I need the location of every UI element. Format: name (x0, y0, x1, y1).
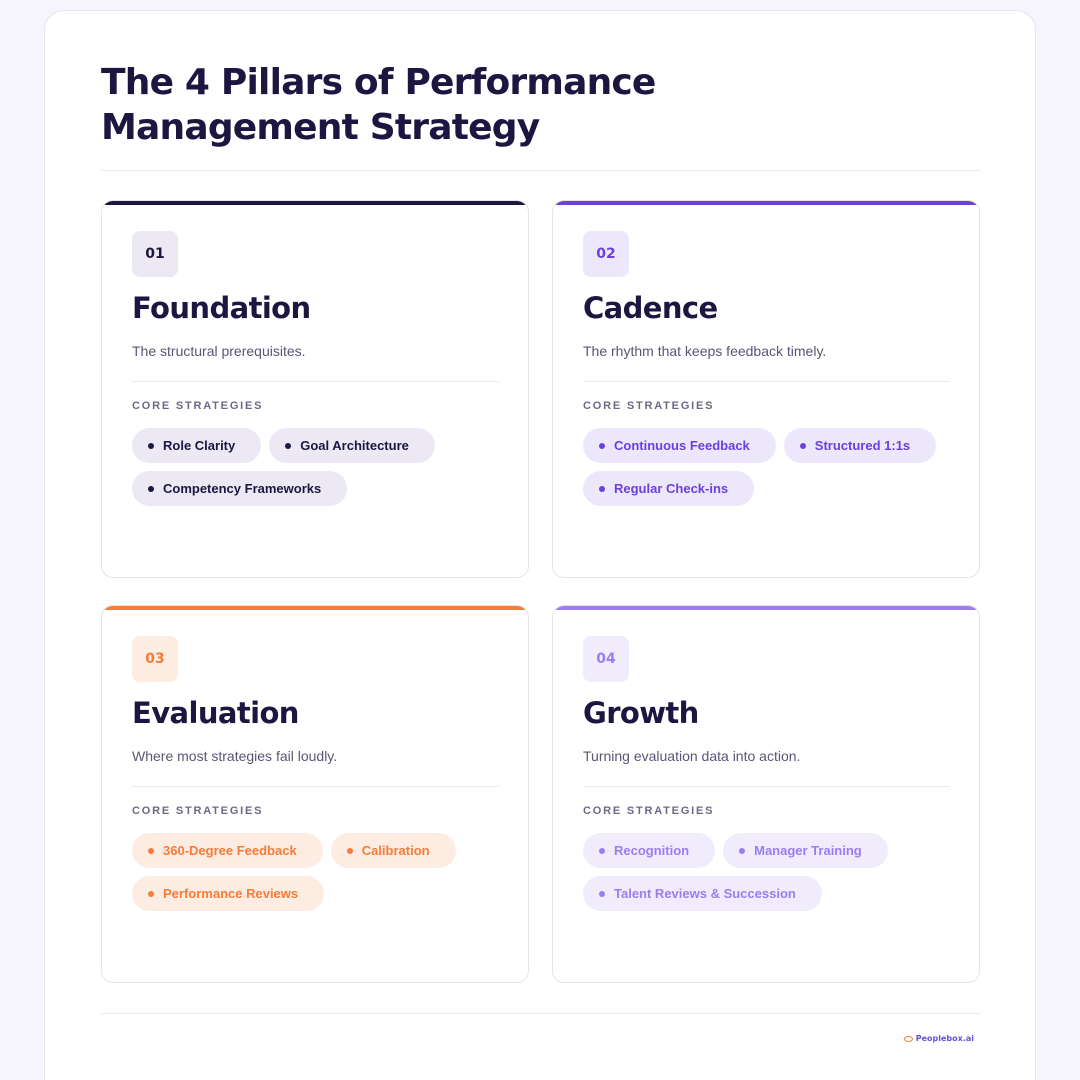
bullet-dot-icon (599, 890, 605, 897)
strategy-chip-label: Performance Reviews (163, 886, 299, 901)
pillar-divider (583, 381, 950, 382)
strategy-chip: Structured 1:1s (783, 428, 937, 463)
eye-logo-icon (903, 1035, 913, 1042)
strategy-chip-label: Role Clarity (163, 438, 236, 453)
strategy-chip: Competency Frameworks (132, 471, 348, 506)
strategy-chip: Role Clarity (132, 428, 262, 463)
core-strategies-label: CORE STRATEGIES (583, 400, 715, 412)
strategy-chip-list: 360-Degree Feedback Calibration Performanc… (132, 833, 512, 911)
strategy-chip: Regular Check-ins (583, 471, 755, 506)
strategy-chip-label: Calibration (361, 843, 430, 858)
pillar-description: The structural prerequisites. (132, 343, 306, 359)
strategy-chip-label: 360-Degree Feedback (163, 843, 297, 858)
strategy-chip-label: Regular Check-ins (614, 481, 729, 496)
pillar-accent-bar (102, 201, 528, 205)
strategy-chip-label: Talent Reviews & Succession (614, 886, 796, 901)
brand-name: Peoplebox.ai (915, 1034, 974, 1043)
pillar-card-cadence: 02 Cadence The rhythm that keeps feedback … (552, 200, 980, 578)
strategy-chip: Talent Reviews & Succession (583, 876, 822, 911)
strategy-chip: Performance Reviews (132, 876, 325, 911)
footer-divider (101, 1013, 980, 1014)
page-title-line-2: Management Strategy (101, 107, 540, 148)
pillar-divider (583, 786, 950, 787)
pillar-number-badge: 01 (132, 231, 178, 277)
pillar-number-badge: 04 (583, 636, 629, 682)
bullet-dot-icon (148, 485, 154, 492)
pillar-description: Where most strategies fail loudly. (132, 748, 338, 764)
bullet-dot-icon (148, 442, 154, 449)
pillar-description: The rhythm that keeps feedback timely. (583, 343, 827, 359)
strategy-chip: 360-Degree Feedback (132, 833, 323, 868)
pillar-accent-bar (553, 201, 979, 205)
pillar-divider (132, 381, 499, 382)
core-strategies-label: CORE STRATEGIES (132, 400, 264, 412)
pillar-title: Cadence (583, 291, 718, 325)
pillar-card-evaluation: 03 Evaluation Where most strategies fail l… (101, 605, 529, 983)
strategy-chip: Calibration (330, 833, 456, 868)
core-strategies-label: CORE STRATEGIES (132, 805, 264, 817)
bullet-dot-icon (346, 847, 353, 854)
core-strategies-label: CORE STRATEGIES (583, 805, 715, 817)
pillar-title: Foundation (132, 291, 311, 325)
strategy-chip: Recognition (583, 833, 716, 868)
pillar-title: Growth (583, 696, 699, 730)
pillar-accent-bar (553, 606, 979, 610)
page-title: The 4 Pillars of Performance Management … (101, 60, 741, 150)
strategy-chip-label: Manager Training (754, 843, 862, 858)
strategy-chip: Continuous Feedback (583, 428, 776, 463)
pillar-title: Evaluation (132, 696, 299, 730)
strategy-chip-list: Role Clarity Goal Architecture Competency … (132, 428, 512, 506)
bullet-dot-icon (285, 442, 292, 449)
pillar-number-badge: 02 (583, 231, 629, 277)
pillar-card-foundation: 01 Foundation The structural prerequisites… (101, 200, 529, 578)
bullet-dot-icon (599, 847, 605, 854)
strategy-chip-label: Recognition (614, 843, 690, 858)
pillar-accent-bar (102, 606, 528, 610)
bullet-dot-icon (148, 890, 154, 897)
header-divider (101, 170, 980, 171)
pillar-number-badge: 03 (132, 636, 178, 682)
strategy-chip-label: Competency Frameworks (163, 481, 322, 496)
strategy-chip-list: Continuous Feedback Structured 1:1s Regula… (583, 428, 963, 506)
pillar-description: Turning evaluation data into action. (583, 748, 801, 764)
pillar-divider (132, 786, 499, 787)
brand-logo: Peoplebox.ai (903, 1034, 974, 1043)
bullet-dot-icon (599, 442, 605, 449)
bullet-dot-icon (739, 847, 746, 854)
strategy-chip: Manager Training (723, 833, 888, 868)
strategy-chip-list: Recognition Manager Training Talent Review… (583, 833, 963, 911)
bullet-dot-icon (799, 442, 806, 449)
strategy-chip: Goal Architecture (269, 428, 435, 463)
pillar-card-growth: 04 Growth Turning evaluation data into act… (552, 605, 980, 983)
strategy-chip-label: Structured 1:1s (814, 438, 911, 453)
strategy-chip-label: Goal Architecture (300, 438, 409, 453)
bullet-dot-icon (148, 847, 154, 854)
strategy-chip-label: Continuous Feedback (614, 438, 750, 453)
bullet-dot-icon (599, 485, 605, 492)
page-title-line-1: The 4 Pillars of Performance (101, 62, 656, 103)
